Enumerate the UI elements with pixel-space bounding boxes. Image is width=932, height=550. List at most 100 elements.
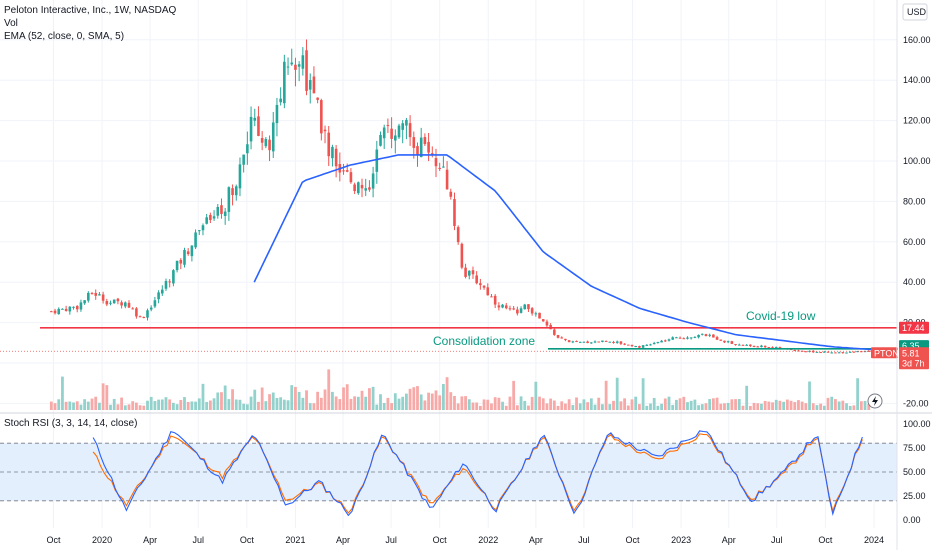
candle-body xyxy=(590,342,593,344)
price-tick-label: 140.00 xyxy=(903,75,931,85)
volume-bar xyxy=(231,389,234,410)
volume-bar xyxy=(530,396,534,410)
candle-body xyxy=(627,344,630,346)
volume-bar xyxy=(567,399,571,410)
candle-body xyxy=(212,216,216,219)
candle-body xyxy=(771,347,774,349)
candle-body xyxy=(652,342,656,345)
volume-bar xyxy=(334,396,338,410)
time-tick-label: 2024 xyxy=(864,535,884,545)
volume-bar xyxy=(249,396,253,410)
volume-bar xyxy=(545,403,549,410)
price-badge: 5.81 xyxy=(902,348,920,358)
volume-bar xyxy=(79,404,83,410)
price-tick-label: 60.00 xyxy=(903,237,926,247)
volume-bar xyxy=(216,392,220,410)
volume-bar xyxy=(819,403,823,410)
volume-bar xyxy=(601,404,604,410)
candle-body xyxy=(671,337,674,340)
candle-body xyxy=(260,138,264,143)
volume-bar xyxy=(697,405,700,410)
candle-body xyxy=(68,306,72,312)
volume-bar xyxy=(135,402,138,410)
volume-bar xyxy=(279,397,283,410)
volume-bar xyxy=(785,399,789,410)
volume-bar xyxy=(331,391,334,410)
volume-bar xyxy=(368,388,371,410)
currency-label[interactable]: USD xyxy=(902,3,928,21)
volume-bar xyxy=(101,383,105,410)
time-tick-label: Oct xyxy=(818,535,833,545)
candle-body xyxy=(157,292,160,300)
candle-body xyxy=(560,337,564,339)
volume-bar xyxy=(760,403,763,410)
stoch-grid xyxy=(0,442,897,502)
volume-bar xyxy=(763,400,767,410)
ema-badge: 6.35 xyxy=(902,341,920,351)
price-tick-label: 80.00 xyxy=(903,196,926,206)
candle-body xyxy=(312,76,316,94)
candle-body xyxy=(205,217,208,224)
volume-bar xyxy=(541,398,545,410)
volume-bar xyxy=(449,392,453,410)
candle-body xyxy=(301,55,305,69)
volume-bar xyxy=(142,405,146,410)
volume-bar xyxy=(253,389,257,410)
volume-bar xyxy=(116,404,120,410)
candle-body xyxy=(168,281,171,283)
candle-body xyxy=(453,199,456,226)
volume-bar xyxy=(497,397,501,410)
stoch-legend: Stoch RSI (3, 3, 14, 14, close) xyxy=(4,417,137,430)
volume-bar xyxy=(234,399,238,410)
volume-bar xyxy=(859,401,863,410)
volume-bar xyxy=(515,405,519,410)
candles xyxy=(50,39,871,354)
volume-bar xyxy=(863,400,867,410)
volume-bar xyxy=(767,401,771,410)
candle-body xyxy=(593,341,597,343)
candle-body xyxy=(275,104,279,124)
volume-bar xyxy=(401,396,405,410)
candle-body xyxy=(87,292,90,301)
volume-bar xyxy=(149,396,153,410)
lightning-icon[interactable] xyxy=(867,393,883,409)
stoch-title: Stoch RSI (3, 3, 14, 14, close) xyxy=(4,418,138,429)
volume-bar xyxy=(649,403,652,410)
volume-bar xyxy=(356,396,360,410)
volume-bar xyxy=(441,384,445,410)
volume-bar xyxy=(345,384,349,410)
volume-bar xyxy=(641,378,645,410)
volume-bar xyxy=(453,395,456,410)
volume-bar xyxy=(438,395,442,410)
volume-bar xyxy=(808,381,811,410)
symbol-badge-bg xyxy=(871,347,898,359)
level-badge: 17.44 xyxy=(902,323,925,333)
candle-body xyxy=(586,341,589,344)
candle-body xyxy=(712,334,715,338)
volume-bar xyxy=(534,381,538,410)
time-tick-label: Jul xyxy=(771,535,783,545)
volume-bar xyxy=(482,399,486,410)
time-tick-label: Apr xyxy=(143,535,157,545)
volume-bar xyxy=(726,402,730,410)
volume-bar xyxy=(608,404,612,410)
stoch-tick-label: 25.00 xyxy=(903,491,926,501)
volume-bar xyxy=(434,390,438,410)
volume-bar xyxy=(815,405,819,410)
volume-bar xyxy=(138,405,142,410)
volume-bar xyxy=(734,399,737,410)
candle-body xyxy=(186,251,190,255)
time-tick-label: 2023 xyxy=(671,535,691,545)
time-tick-label: Jul xyxy=(192,535,204,545)
candle-body xyxy=(675,337,678,339)
volume-bar xyxy=(86,401,90,410)
volume-bar xyxy=(663,398,667,410)
volume-bar xyxy=(416,386,419,410)
candle-body xyxy=(75,305,79,310)
volume-bar xyxy=(61,376,64,410)
volume-bar xyxy=(804,403,808,410)
candle-body xyxy=(353,184,356,192)
candle-body xyxy=(597,341,601,343)
